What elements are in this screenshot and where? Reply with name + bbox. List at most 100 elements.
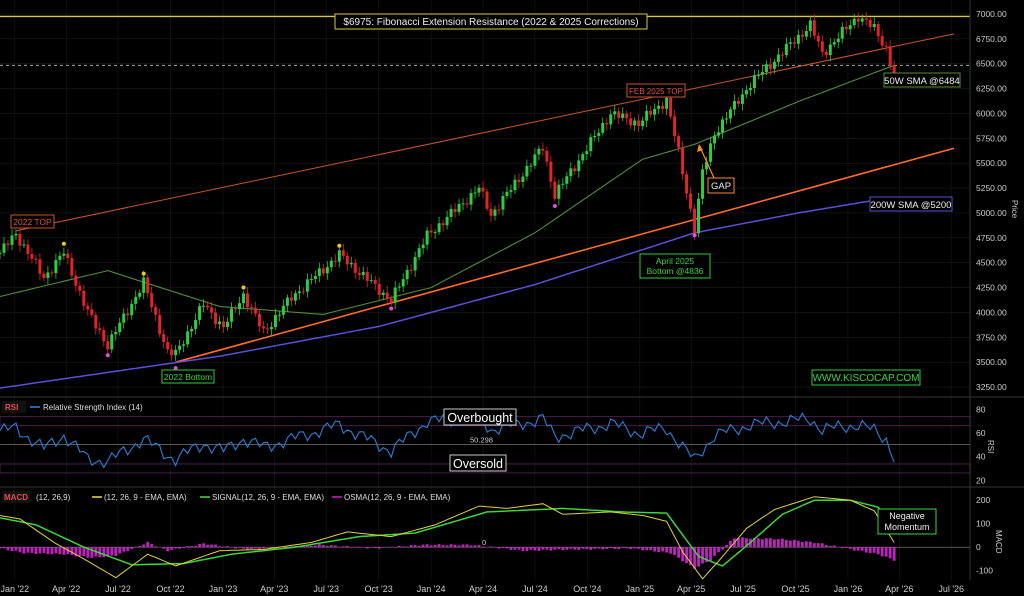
- candle-body: [114, 332, 118, 335]
- osma-bar: [70, 547, 74, 555]
- osma-bar: [693, 547, 696, 569]
- price-gridlines: [0, 13, 970, 388]
- osma-bar: [673, 547, 677, 556]
- osma-histogram: [0, 537, 896, 569]
- candle-body: [713, 135, 717, 144]
- candle-body: [621, 113, 625, 118]
- candle-body: [54, 259, 58, 274]
- osma-bar: [22, 547, 26, 554]
- candle-body: [329, 260, 333, 268]
- osma-bar: [393, 547, 397, 548]
- osma-bar: [892, 547, 896, 561]
- sma200-label: 200W SMA @5200: [871, 200, 952, 211]
- fib-label: $6975: Fibonacci Extension Resistance (2…: [343, 17, 638, 28]
- osma-bar: [325, 545, 329, 548]
- candle-body: [808, 20, 812, 32]
- macd-line: [0, 496, 895, 580]
- candle-body: [740, 94, 744, 104]
- rsi-tick-label: 80: [976, 404, 986, 414]
- osma-bar: [234, 547, 237, 549]
- candle-body: [721, 119, 725, 133]
- osma-bar: [709, 547, 712, 561]
- candle-body: [469, 193, 473, 205]
- price-tick-label: 6750.00: [976, 34, 1007, 44]
- candle-body: [158, 314, 162, 335]
- osma-bar: [860, 547, 864, 551]
- candle-body: [725, 118, 729, 120]
- candle-body: [361, 271, 365, 275]
- candle-body: [365, 271, 369, 281]
- candle-body: [661, 105, 665, 109]
- top-marker: [61, 241, 66, 246]
- candle-body: [285, 297, 289, 306]
- candle-body: [389, 298, 393, 303]
- macd-legend-line: (12, 26, 9 - EMA, EMA): [104, 493, 187, 502]
- price-tick-label: 6500.00: [976, 59, 1007, 69]
- price-tick-label: 3500.00: [976, 357, 1007, 367]
- candle-body: [601, 122, 605, 133]
- osma-bar: [182, 547, 186, 548]
- osma-bar: [565, 547, 569, 550]
- x-tick-label: Oct '25: [781, 584, 809, 594]
- osma-bar: [78, 547, 82, 556]
- candle-body: [309, 278, 313, 280]
- gap-arrowhead: [697, 144, 703, 152]
- rsi-axis: 20 40 60 80: [976, 404, 986, 485]
- x-tick-label: Apr '24: [469, 584, 497, 594]
- negative-momentum-label-2: Momentum: [884, 522, 929, 532]
- x-tick-label: Jan '22: [0, 584, 29, 594]
- candle-body: [497, 209, 501, 211]
- osma-bar: [369, 547, 373, 548]
- osma-bar: [345, 545, 349, 548]
- candle-body: [198, 306, 202, 320]
- osma-bar: [525, 547, 529, 551]
- osma-bar: [617, 547, 621, 550]
- overbought-label: Overbought: [447, 411, 513, 425]
- osma-bar: [118, 547, 122, 554]
- candle-body: [130, 303, 134, 316]
- osma-bar: [457, 545, 461, 548]
- candle-body: [118, 322, 122, 333]
- candle-body: [669, 97, 673, 117]
- candle-body: [405, 269, 409, 280]
- osma-bar: [637, 547, 641, 549]
- candle-body: [425, 230, 429, 245]
- candle-body: [728, 109, 732, 119]
- osma-bar: [521, 547, 525, 552]
- candle-body: [748, 87, 752, 91]
- osma-bar: [645, 547, 649, 551]
- osma-bar: [214, 544, 217, 548]
- osma-bar: [497, 547, 501, 549]
- osma-bar: [90, 547, 94, 558]
- candle-body: [349, 262, 353, 265]
- candle-body: [265, 328, 269, 330]
- candle-body: [521, 176, 525, 182]
- april-bottom-label-1: April 2025: [656, 256, 695, 266]
- osma-bar: [289, 546, 293, 548]
- osma-bar: [401, 546, 405, 548]
- osma-bar: [649, 547, 653, 550]
- candle-body: [752, 75, 756, 88]
- candle-body: [545, 150, 549, 162]
- osma-bar: [337, 546, 341, 548]
- candle-body: [804, 31, 808, 37]
- macd-zero-label: 0: [482, 538, 486, 547]
- osma-bar: [441, 545, 445, 548]
- candle-body: [872, 24, 876, 28]
- candle-body: [393, 287, 397, 303]
- osma-bar: [657, 547, 661, 553]
- price-panel: 3250.00 3500.00 3750.00 4000.00 4250.00 4500.…: [0, 9, 1019, 392]
- osma-bar: [613, 547, 617, 549]
- candle-body: [281, 305, 285, 315]
- osma-bar: [82, 547, 86, 557]
- macd-tick-label: 200: [976, 495, 990, 505]
- candle-body: [154, 307, 158, 315]
- osma-bar: [840, 547, 844, 549]
- candle-body: [86, 305, 90, 310]
- osma-bar: [258, 547, 261, 550]
- price-tick-label: 6000.00: [976, 108, 1007, 118]
- signal-legend-line: SIGNAL(12, 26, 9 - EMA, EMA): [212, 493, 324, 502]
- osma-bar: [405, 546, 409, 548]
- candle-body: [182, 344, 186, 346]
- osma-bar: [761, 539, 764, 548]
